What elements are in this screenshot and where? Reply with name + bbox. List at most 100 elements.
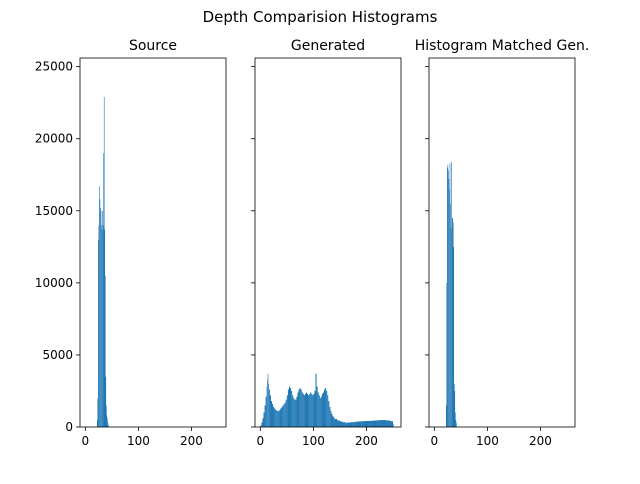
histogram-bar: [275, 409, 277, 427]
histogram-bar: [327, 395, 329, 427]
histogram-bar: [271, 403, 274, 427]
histogram-bar: [361, 421, 364, 427]
histogram-bar: [450, 228, 452, 427]
histogram-bar: [298, 389, 300, 427]
histogram-bar: [347, 422, 351, 427]
histogram-bar: [355, 421, 359, 427]
histogram-bar: [301, 392, 303, 427]
histogram-bar: [295, 399, 297, 427]
histogram-bar: [267, 373, 269, 427]
x-tick-label: 200: [180, 434, 203, 448]
histogram-bar: [307, 393, 309, 427]
histogram-bar: [297, 392, 299, 427]
histogram-bar: [455, 419, 457, 427]
histogram-bar: [294, 399, 296, 427]
histogram-bars: [445, 161, 457, 428]
histogram-bar: [329, 406, 331, 427]
histogram-bar: [106, 405, 107, 427]
histogram-bar: [379, 420, 383, 427]
histogram-bar: [280, 408, 282, 427]
histogram-bar: [96, 419, 98, 427]
y-tick-label: 20000: [35, 132, 73, 146]
histogram-bar: [447, 164, 449, 427]
histogram-bar: [268, 383, 269, 427]
histogram-bar: [308, 395, 310, 427]
histogram-bar: [108, 424, 109, 427]
histogram-bar: [326, 390, 328, 427]
histogram-bar: [322, 392, 325, 427]
histogram-bar: [292, 395, 294, 427]
y-tick-label: 15000: [35, 204, 73, 218]
histogram-bar: [452, 222, 454, 427]
histogram-bar: [387, 420, 391, 427]
histogram-bar: [104, 275, 106, 427]
histogram-bar: [448, 179, 450, 427]
histogram-bar: [277, 411, 279, 427]
histogram-bar: [449, 189, 450, 427]
histogram-bar: [350, 422, 354, 427]
histogram-bar: [309, 393, 311, 427]
histogram-bar: [334, 419, 338, 427]
histogram-bar: [268, 389, 270, 427]
histogram-bar: [302, 393, 304, 427]
histogram-bar: [97, 398, 99, 427]
histogram-bar: [318, 395, 320, 427]
histogram-bar: [342, 422, 346, 427]
histogram-bar: [98, 225, 100, 427]
histogram-bar: [453, 246, 455, 427]
x-tick-label: 100: [476, 434, 499, 448]
histogram-bar: [288, 386, 291, 427]
axes-frame: [254, 57, 402, 428]
histogram-bar: [321, 393, 323, 427]
histogram-bar: [345, 422, 348, 427]
histogram-bar: [283, 403, 285, 427]
histogram-bar: [266, 386, 268, 427]
histogram-bar: [103, 96, 105, 428]
histogram-bar: [448, 170, 449, 427]
histogram-bar: [290, 388, 292, 427]
y-tick-label: 0: [65, 420, 73, 434]
axes-frame: [428, 57, 576, 428]
histogram-bar: [315, 373, 317, 427]
histogram-bar: [100, 210, 102, 427]
histogram-bar: [305, 392, 308, 427]
histogram-bar: [311, 393, 313, 427]
x-tick-label: 200: [355, 434, 378, 448]
histogram-bar: [100, 207, 101, 427]
histogram-bar: [316, 386, 318, 427]
histogram-bar: [102, 210, 103, 427]
x-tick-label: 0: [430, 434, 438, 448]
histogram-bar: [382, 420, 386, 427]
histogram-bar: [264, 405, 266, 427]
histogram-bar: [333, 417, 335, 427]
histogram-bar: [324, 389, 326, 427]
histogram-bar: [451, 161, 452, 427]
histogram-bar: [337, 420, 340, 427]
y-tick-label: 10000: [35, 276, 73, 290]
subplot-3: Histogram Matched Gen. 0 100 200: [415, 38, 590, 448]
histogram-bar: [450, 203, 451, 427]
histogram-bar: [98, 239, 99, 427]
histogram-bar: [107, 421, 109, 427]
x-tick-label: 0: [81, 434, 89, 448]
histogram-bar: [313, 393, 315, 427]
subplot-1: Source 0 100 200 0 5000 10000 15000 20000 25000: [35, 38, 227, 448]
histogram-bar: [369, 420, 372, 427]
axes-frame: [79, 57, 227, 428]
histogram-bar: [291, 390, 293, 427]
histogram-bar: [99, 186, 100, 427]
histogram-bar: [358, 421, 362, 427]
subplot-title: Generated: [291, 38, 365, 54]
histogram-bar: [284, 402, 286, 427]
histogram-bar: [263, 412, 265, 427]
histogram-bar: [282, 405, 284, 427]
histogram-bar: [276, 410, 278, 427]
x-tick-label: 0: [256, 434, 264, 448]
histogram-bar: [293, 398, 295, 427]
histogram-bar: [353, 421, 356, 427]
histogram-bar: [101, 229, 103, 427]
histogram-bar: [260, 425, 262, 427]
histogram-bar: [447, 167, 448, 428]
histogram-bar: [371, 420, 375, 427]
